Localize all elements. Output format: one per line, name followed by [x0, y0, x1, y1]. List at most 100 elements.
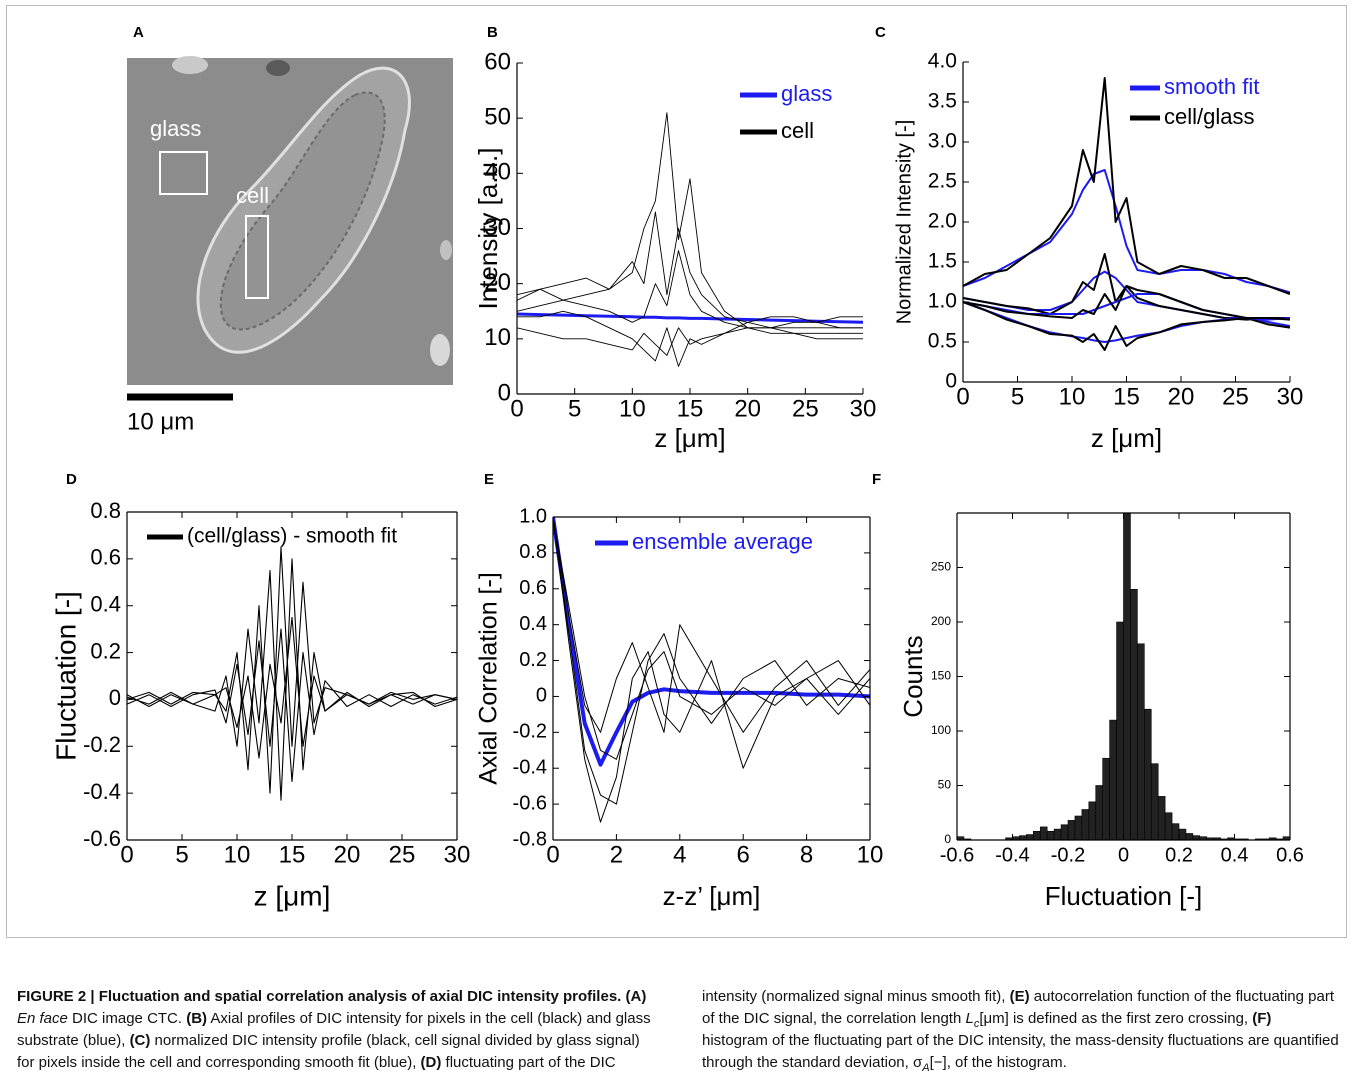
region-label: glass	[150, 116, 201, 141]
y-tick-label: 2.0	[928, 210, 957, 233]
y-tick-label: 200	[931, 614, 951, 628]
caption-text: A	[922, 1062, 930, 1074]
y-tick-label: 0	[498, 379, 511, 406]
y-axis-label: Axial Correlation [-]	[475, 572, 503, 785]
histogram-bar	[1074, 815, 1083, 840]
x-tick-label: 30	[444, 841, 471, 868]
panel-label: C	[875, 24, 886, 41]
x-tick-label: 25	[1222, 383, 1249, 410]
caption-text: L	[965, 1010, 974, 1027]
x-tick-label: -0.6	[940, 844, 974, 866]
histogram-bar	[1123, 512, 1131, 840]
x-tick-label: 0	[120, 841, 133, 868]
histogram-bar	[1178, 828, 1187, 840]
x-axis-label: z [μm]	[254, 880, 331, 911]
series-line	[553, 516, 870, 805]
histogram-bar	[1192, 835, 1201, 840]
histogram-bar	[1053, 828, 1062, 840]
series-line	[127, 616, 457, 759]
series-line	[517, 211, 863, 329]
x-axis-label: z-z’ [μm]	[663, 881, 761, 911]
plot-area	[127, 546, 457, 801]
panel-label: E	[484, 471, 494, 488]
x-tick-label: 25	[389, 841, 416, 868]
histogram-bar	[1019, 835, 1027, 840]
x-tick-label: 15	[279, 841, 306, 868]
caption-text: (D)	[420, 1054, 442, 1071]
plot-area	[517, 112, 863, 367]
histogram-bar	[1046, 830, 1055, 840]
y-tick-label: 250	[931, 560, 951, 574]
x-tick-label: 0.4	[1221, 844, 1249, 866]
frame	[6, 5, 1347, 938]
histogram-bar	[1060, 824, 1069, 840]
series-line	[963, 285, 1290, 329]
x-axis-label: z [μm]	[1091, 423, 1162, 453]
y-tick-label: 0.4	[519, 613, 547, 635]
y-tick-label: 50	[938, 778, 952, 792]
x-tick-label: 10	[224, 841, 251, 868]
series-line	[517, 250, 863, 334]
y-axis-label: Normalized Intensity [-]	[893, 120, 915, 325]
y-tick-label: -0.2	[513, 721, 547, 743]
y-tick-label: 0.6	[519, 577, 547, 599]
legend-label: smooth fit	[1164, 74, 1259, 99]
x-tick-label: 0.2	[1165, 844, 1193, 866]
caption-text: (F)	[1252, 1010, 1272, 1027]
caption-text: (E)	[1009, 988, 1030, 1005]
x-tick-label: 0	[510, 395, 523, 422]
y-tick-label: 150	[931, 669, 951, 683]
y-tick-label: 10	[484, 324, 511, 351]
caption-text: c	[973, 1018, 980, 1030]
caption-text: [μm] is defined as the first zero crossi…	[979, 1010, 1253, 1027]
y-tick-label: 2.5	[928, 170, 957, 193]
y-tick-label: 0.6	[90, 545, 121, 570]
y-tick-label: -0.4	[83, 779, 121, 804]
y-tick-label: 0.4	[90, 592, 121, 617]
histogram-bar	[1116, 621, 1124, 840]
x-tick-label: 10	[619, 395, 646, 422]
panel-label: D	[66, 471, 77, 488]
caption-text: normalized DIC intensity profile (black,…	[17, 1032, 640, 1071]
y-axis-label: Fluctuation [-]	[50, 591, 81, 761]
y-tick-label: 0	[945, 370, 957, 393]
series-line	[517, 316, 863, 356]
plot-area	[553, 516, 870, 823]
scale-bar-label: 10 μm	[127, 408, 194, 435]
panel-label: A	[133, 24, 144, 41]
y-tick-label: 30	[484, 214, 511, 241]
legend-label: cell/glass	[1164, 104, 1254, 129]
y-tick-label: -0.2	[83, 732, 121, 757]
series-line	[517, 312, 863, 324]
histogram-bar	[1144, 708, 1152, 840]
histogram-bar	[1081, 809, 1090, 840]
chart: D (cell/glass) - smooth fit 0 5 10 15 20 25 30 -0…	[50, 471, 470, 911]
y-tick-label: 60	[484, 48, 511, 75]
x-axis-label: Fluctuation [-]	[1045, 881, 1203, 911]
x-tick-label: 4	[673, 841, 686, 868]
series-line	[127, 628, 457, 782]
panel-label: B	[487, 24, 498, 41]
caption-text: (B)	[186, 1010, 208, 1027]
y-tick-label: -0.6	[513, 792, 547, 814]
histogram-bar	[1157, 796, 1166, 840]
caption-text: DIC image CTC.	[67, 1010, 187, 1027]
caption: FIGURE 2 | Fluctuation and spatial corre…	[17, 986, 1339, 1074]
x-tick-label: 15	[1113, 383, 1140, 410]
x-tick-label: 5	[175, 841, 188, 868]
y-axis-label: Counts	[898, 635, 928, 717]
plot-area	[957, 512, 1290, 840]
histogram-bar	[1171, 823, 1180, 840]
histogram-bar	[1130, 588, 1138, 840]
x-tick-label: 0	[546, 841, 559, 868]
region-label: cell	[236, 183, 269, 208]
series-line	[127, 558, 457, 801]
series-line	[517, 310, 863, 367]
histogram-bar	[1033, 830, 1041, 840]
caption-text: (C)	[129, 1032, 151, 1049]
x-tick-label: -0.2	[1051, 844, 1085, 866]
